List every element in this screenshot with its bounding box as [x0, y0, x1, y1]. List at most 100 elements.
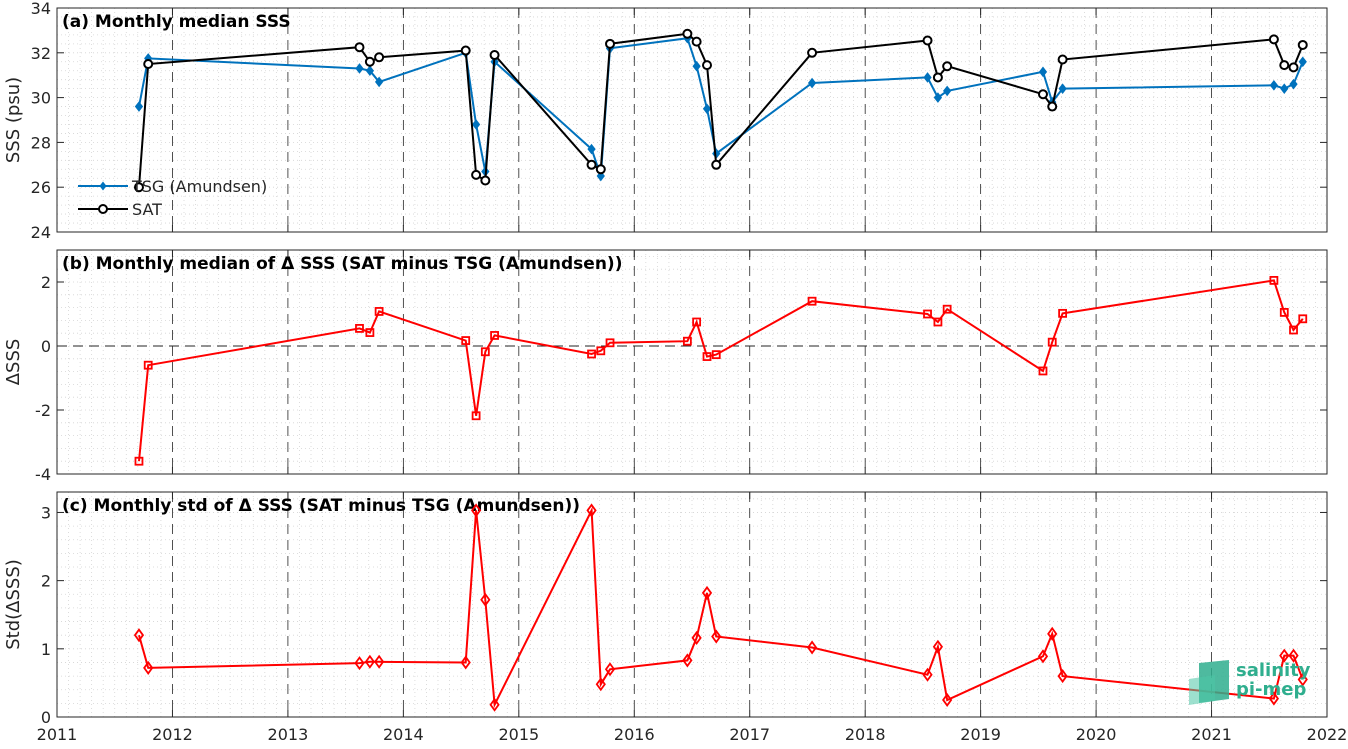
data-point — [692, 317, 702, 327]
data-point — [923, 72, 932, 83]
data-point — [1289, 325, 1298, 335]
y-tick-label: 32 — [31, 44, 51, 63]
data-point — [932, 639, 944, 654]
x-tick-label: 2011 — [37, 725, 78, 744]
data-point — [682, 653, 693, 668]
data-point — [692, 60, 701, 72]
data-point — [942, 304, 952, 314]
data-point — [595, 677, 606, 692]
data-point — [1047, 101, 1058, 112]
data-point — [595, 164, 606, 175]
data-point — [1269, 79, 1279, 91]
data-point — [480, 592, 491, 607]
data-point — [1057, 54, 1068, 65]
data-point — [490, 331, 499, 340]
panel-a: 24 26 28 30 32 34 SSS (psu) (a) Monthly median … — [3, 0, 1328, 242]
x-tick-label: 2019 — [960, 725, 1001, 744]
axes-frame — [56, 491, 1328, 718]
logo-line2: pi-mep — [1236, 679, 1306, 700]
data-point — [604, 662, 616, 677]
data-point — [702, 352, 712, 361]
data-point — [1288, 62, 1299, 73]
data-point — [471, 169, 482, 180]
y-tick-label: 34 — [31, 0, 51, 18]
data-point — [133, 182, 144, 193]
data-point — [702, 60, 713, 71]
data-point — [354, 656, 365, 671]
data-point — [143, 360, 153, 370]
data-point — [461, 336, 471, 345]
data-point — [134, 101, 144, 112]
data-point — [586, 503, 597, 518]
data-point — [1057, 669, 1068, 684]
data-point — [354, 42, 365, 53]
data-point — [374, 76, 384, 88]
legend-label: TSG (Amundsen) — [131, 177, 267, 196]
data-point — [922, 35, 933, 46]
y-tick-label: 3 — [41, 503, 51, 522]
data-point — [365, 328, 375, 337]
y-tick-label: 24 — [31, 223, 51, 242]
y-tick-label: 0 — [41, 337, 51, 356]
data-point — [711, 350, 721, 360]
x-tick-label: 2013 — [268, 725, 309, 744]
x-tick-label: 2017 — [729, 725, 770, 744]
data-point — [1047, 337, 1057, 347]
data-point — [480, 175, 491, 186]
data-point — [1269, 275, 1279, 285]
panel-b: -4 -2 0 2 ΔSSS (b) Monthly median of Δ SSS (S… — [3, 249, 1328, 484]
data-point — [489, 50, 500, 61]
x-tick-label: 2014 — [383, 725, 424, 744]
data-point — [1268, 691, 1280, 706]
data-point — [1037, 89, 1048, 100]
data-point — [134, 456, 144, 466]
y-tick-label: 28 — [31, 133, 51, 152]
data-point — [1298, 314, 1308, 324]
panel-c: 0 1 2 3 2011 2012 2013 2014 2015 2016 2017 2018 2019… — [3, 491, 1347, 744]
data-point — [471, 411, 481, 421]
data-point — [1279, 648, 1290, 663]
data-point — [133, 628, 145, 643]
data-point — [691, 630, 702, 645]
data-point — [364, 56, 375, 67]
data-point — [1037, 649, 1049, 664]
data-point — [711, 629, 722, 644]
data-point — [365, 65, 375, 77]
y-tick-label: 0 — [41, 708, 51, 727]
y-tick-label: 30 — [31, 89, 51, 108]
data-point — [807, 47, 818, 58]
data-point — [364, 654, 375, 669]
data-point — [460, 45, 471, 56]
x-tick-label: 2016 — [614, 725, 655, 744]
data-point — [682, 28, 693, 39]
data-point — [471, 119, 481, 130]
data-point — [807, 77, 817, 89]
axes-frame — [56, 249, 1328, 475]
y-tick-label: 2 — [41, 273, 51, 292]
data-point — [470, 503, 482, 518]
axes-frame — [56, 7, 1328, 233]
data-point — [605, 338, 615, 348]
data-point — [807, 296, 817, 306]
data-point — [691, 36, 702, 47]
x-tick-label: 2015 — [498, 725, 539, 744]
data-point — [1297, 39, 1308, 50]
y-axis-label: Std(ΔSSS) — [3, 559, 24, 650]
data-point — [489, 697, 500, 712]
series-line-tsg-amundsen — [138, 37, 1304, 177]
data-point — [1058, 83, 1067, 94]
legend-marker — [98, 204, 108, 214]
panel-title: (b) Monthly median of Δ SSS (SAT minus T… — [62, 254, 622, 274]
y-tick-label: -2 — [35, 401, 51, 420]
data-point — [587, 349, 596, 359]
data-point — [942, 692, 953, 707]
data-point — [596, 346, 606, 356]
x-tick-label: 2018 — [845, 725, 886, 744]
data-point — [355, 323, 364, 333]
data-point — [923, 309, 932, 319]
data-point — [1268, 34, 1279, 45]
data-point — [922, 667, 933, 682]
data-point — [480, 347, 490, 357]
